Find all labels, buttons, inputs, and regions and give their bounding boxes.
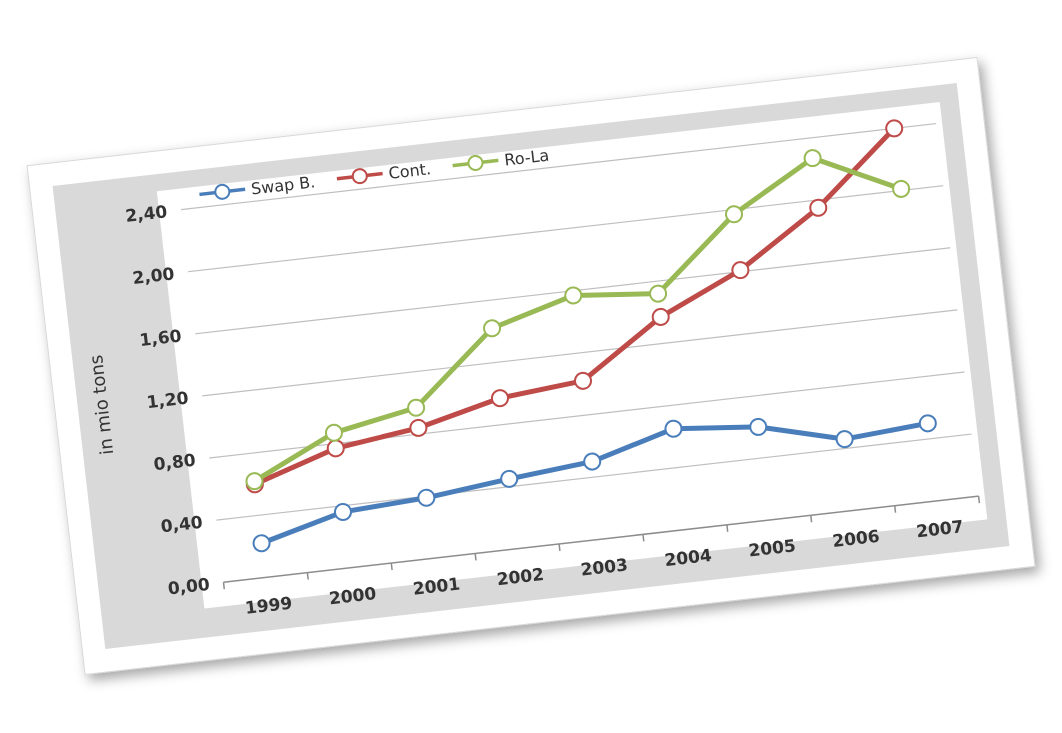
data-point bbox=[725, 205, 744, 224]
legend-marker bbox=[467, 154, 484, 171]
data-point bbox=[749, 417, 768, 436]
data-point bbox=[326, 439, 345, 458]
data-point bbox=[835, 430, 854, 449]
data-point bbox=[417, 488, 436, 507]
x-tick-mark bbox=[222, 582, 226, 590]
plot-area bbox=[156, 102, 988, 609]
x-tick-mark bbox=[474, 553, 477, 561]
gridline bbox=[202, 309, 958, 397]
data-point bbox=[574, 371, 593, 390]
y-tick-label: 0,80 bbox=[153, 451, 197, 476]
x-tick-mark bbox=[977, 496, 981, 504]
data-point bbox=[324, 423, 343, 442]
data-point bbox=[500, 469, 519, 488]
x-tick-mark bbox=[390, 562, 393, 571]
data-point bbox=[564, 286, 583, 305]
y-tick-label: 1,60 bbox=[139, 326, 183, 351]
y-tick-label: 0,00 bbox=[167, 575, 211, 600]
y-tick-label: 2,00 bbox=[132, 264, 176, 289]
legend-label: Ro-La bbox=[503, 146, 550, 170]
legend-label: Cont. bbox=[388, 159, 432, 183]
data-point bbox=[664, 419, 683, 438]
x-axis-line bbox=[223, 495, 979, 583]
legend-marker bbox=[351, 168, 368, 185]
x-tick-mark bbox=[810, 515, 813, 523]
y-tick-label: 2,40 bbox=[124, 202, 168, 227]
legend-marker bbox=[214, 183, 231, 200]
gridline bbox=[180, 122, 937, 211]
x-tick-mark bbox=[642, 534, 645, 542]
data-point bbox=[483, 319, 502, 338]
x-tick-mark bbox=[893, 505, 897, 513]
data-point bbox=[252, 534, 271, 553]
x-tick-mark bbox=[306, 572, 309, 580]
data-point bbox=[409, 418, 428, 437]
data-point bbox=[583, 452, 602, 471]
data-point bbox=[731, 261, 750, 280]
data-point bbox=[809, 198, 828, 217]
data-point bbox=[885, 119, 904, 138]
y-tick-label: 0,40 bbox=[160, 513, 204, 538]
x-tick-mark bbox=[726, 524, 729, 532]
data-point bbox=[490, 389, 509, 408]
data-point bbox=[651, 307, 670, 326]
data-point bbox=[407, 398, 426, 417]
data-point bbox=[245, 472, 264, 491]
data-point bbox=[803, 149, 822, 168]
y-tick-label: 1,20 bbox=[146, 389, 190, 414]
x-tick-mark bbox=[558, 543, 561, 552]
data-point bbox=[333, 502, 352, 521]
data-point bbox=[918, 414, 937, 433]
data-point bbox=[892, 179, 911, 198]
data-point bbox=[649, 284, 668, 303]
